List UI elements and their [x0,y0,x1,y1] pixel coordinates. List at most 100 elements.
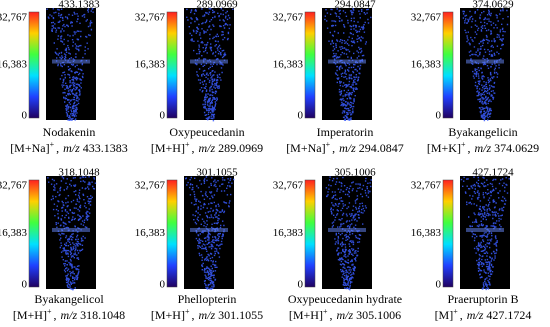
colorbar [28,11,40,119]
mz-value: 289.0969 [218,141,263,155]
colorbar-tick-label: 0 [22,279,28,291]
ms-image [46,176,96,289]
colorbar-tick-label: 0 [22,110,28,122]
ion-label: [M+H]+, m/z 318.1048 [13,307,125,322]
colorbar-tick-label: 16,383 [135,227,166,239]
image-title: 289.0969 [196,0,238,11]
mz-value: 318.1048 [80,308,125,322]
image-title: 374.0629 [472,0,514,11]
colorbar [166,11,178,119]
ion-label: [M+Na]+, m/z 433.1383 [10,140,128,155]
colorbar-tick-label: 32,767 [411,12,442,24]
compound-name: Byakangelicol [34,292,104,306]
mz-value: 301.1055 [218,308,263,322]
mz-value: 374.0629 [494,141,539,155]
mz-value: 294.0847 [359,141,404,155]
colorbar [166,179,178,288]
image-title: 318.1048 [58,167,100,179]
colorbar-tick-label: 16,383 [273,227,304,239]
colorbar [442,11,454,119]
charge: + [453,307,458,316]
separator: , [191,141,194,155]
mz-unit: m/z [339,141,356,155]
ion-band [190,227,228,232]
ion-band [328,59,366,64]
ion-signal [324,8,372,121]
image-title: 294.0847 [334,0,376,11]
ion-label: [M+H]+, m/z 289.0969 [151,140,263,155]
ion-signal [186,8,234,122]
adduct: [M+H] [13,308,47,322]
mz-unit: m/z [63,141,80,155]
ion-band [466,59,504,64]
mz-unit: m/z [336,308,353,322]
colorbar-tick-label: 16,383 [0,227,28,239]
charge: + [185,140,190,149]
colorbar-tick-label: 32,767 [135,180,166,192]
compound-name: Nodakenin [43,125,96,139]
colorbar-tick-label: 32,767 [0,12,28,24]
ion-label: [M+H]+, m/z 301.1055 [151,307,263,322]
colorbar-tick-label: 16,383 [0,59,28,71]
panel: 32,767 16,383 0 433.1383 Nodakenin [M+Na]+, m/… [0,0,128,155]
colorbar-tick-label: 0 [160,279,166,291]
panel: 32,76716,3830374.0629Byakangelicin[M+K]+… [411,0,539,155]
colorbar-tick-label: 32,767 [273,180,304,192]
colorbar-tick-label: 16,383 [411,227,442,239]
separator: , [460,308,463,322]
separator: , [191,308,194,322]
adduct: [M+Na] [10,141,49,155]
charge: + [50,140,55,149]
charge: + [461,140,466,149]
mz-value: 433.1383 [83,141,128,155]
mz-unit: m/z [474,141,491,155]
ion-label: [M+Na]+, m/z 294.0847 [286,140,404,155]
charge: + [323,307,328,316]
charge: + [326,140,331,149]
colorbar-tick-label: 16,383 [273,59,304,71]
mz-unit: m/z [467,308,484,322]
colorbar-tick-label: 0 [436,110,442,122]
colorbar [304,11,316,119]
ion-signal [460,176,510,291]
adduct: [M+H] [289,308,323,322]
ion-band [466,227,504,232]
separator: , [329,308,332,322]
panel: 32,76716,3830318.1048Byakangelicol[M+H]+… [0,167,125,322]
mz-unit: m/z [198,308,215,322]
mz-value: 427.1724 [486,308,531,322]
colorbar-tick-label: 0 [160,110,166,122]
ion-signal [462,8,509,122]
ion-label: [M]+, m/z 427.1724 [435,307,532,322]
ion-band [190,59,228,64]
ion-signal [325,176,372,291]
compound-name: Oxypeucedanin hydrate [288,292,402,306]
colorbar-tick-label: 32,767 [135,12,166,24]
separator: , [53,308,56,322]
ion-signal [46,8,94,121]
colorbar-tick-label: 0 [298,110,304,122]
image-title: 301.1055 [196,167,238,179]
adduct: [M+H] [151,141,185,155]
panel: 32,767 16,383 0 305.1006 Oxypeucedanin hydra… [273,167,402,322]
colorbar-tick-label: 0 [436,279,442,291]
panel: 32,76716,3830301.1055Phellopterin[M+H]+,… [135,167,263,322]
compound-name: Praeruptorin B [448,292,519,306]
adduct: [M+Na] [286,141,325,155]
image-title: 305.1006 [334,167,376,179]
ion-band [328,227,366,232]
separator: , [56,141,59,155]
mz-unit: m/z [60,308,77,322]
colorbar-tick-label: 16,383 [411,59,442,71]
separator: , [332,141,335,155]
colorbar-tick-label: 16,383 [135,59,166,71]
compound-name: Oxypeucedanin [169,125,244,139]
adduct: [M+K] [427,141,461,155]
ion-band [52,227,90,232]
adduct: [M] [435,308,454,322]
panel: 32,76716,3830294.0847Imperatorin[M+Na]+,… [273,0,404,155]
ion-label: [M+K]+, m/z 374.0629 [427,140,539,155]
colorbar [304,179,316,288]
adduct: [M+H] [151,308,185,322]
